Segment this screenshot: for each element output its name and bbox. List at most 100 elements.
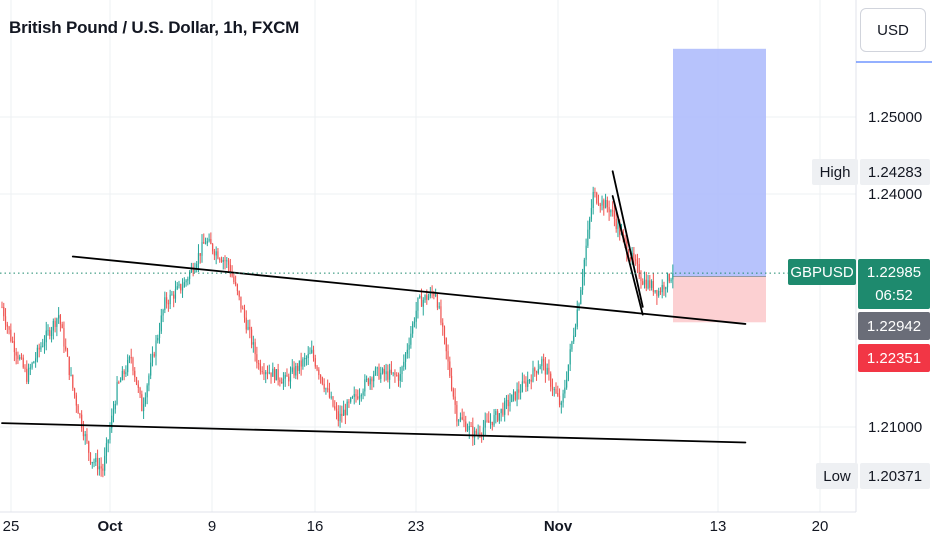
candle-body — [180, 284, 182, 291]
candle-body — [383, 368, 385, 375]
candle-body — [394, 372, 396, 375]
candle-body — [45, 330, 47, 343]
candle-body — [17, 355, 19, 359]
candle-body — [528, 379, 531, 381]
candle-body — [164, 297, 166, 310]
candle-body — [105, 443, 108, 456]
candle-body — [548, 367, 550, 374]
candle-body — [249, 326, 251, 330]
candle-body — [286, 374, 288, 377]
candle-body — [254, 342, 256, 355]
candle-body — [514, 391, 516, 400]
candle-body — [601, 200, 603, 206]
candle-body — [298, 360, 300, 371]
chart-title: British Pound / U.S. Dollar, 1h, FXCM — [9, 18, 300, 37]
candle-body — [642, 281, 644, 285]
candle-body — [272, 368, 274, 377]
candle-body — [403, 361, 405, 367]
candle-body — [355, 394, 357, 397]
candle-body — [482, 427, 485, 435]
candle-body — [615, 218, 617, 229]
candle-body — [550, 373, 552, 387]
candle-body — [217, 251, 219, 259]
candle-body — [160, 315, 162, 332]
candle-body — [197, 253, 200, 264]
candle-body — [304, 358, 306, 360]
candle-body — [201, 241, 203, 256]
candle-body — [13, 341, 15, 353]
currency-button[interactable]: USD — [860, 8, 926, 52]
candle-body — [281, 382, 283, 384]
candle-body — [590, 207, 593, 219]
candle-body — [20, 357, 23, 359]
candle-body — [31, 363, 33, 368]
candle-body — [661, 285, 663, 293]
candle-body — [330, 396, 332, 398]
candle-body — [408, 344, 410, 350]
candle-body — [121, 370, 123, 381]
candle-body — [466, 429, 469, 431]
last-price-badge: 1.22985 06:52 — [858, 259, 930, 309]
candle-body — [412, 323, 414, 334]
trend-line — [611, 195, 644, 316]
time-tick-label: 16 — [307, 518, 324, 535]
candle-body — [210, 239, 212, 245]
candle-body — [258, 363, 260, 365]
candle-body — [358, 395, 361, 399]
price-tick-label: 1.25000 — [868, 109, 922, 126]
time-tick-label: 13 — [710, 518, 727, 535]
candle-body — [102, 468, 104, 471]
candle-body — [656, 290, 658, 296]
candle-body — [187, 278, 189, 281]
candle-body — [268, 372, 270, 374]
candle-body — [546, 367, 548, 375]
candle-body — [463, 419, 465, 422]
candle-body — [176, 286, 178, 290]
stop-price-badge: 1.22351 — [858, 344, 930, 372]
candle-body — [589, 218, 591, 230]
candle-body — [47, 330, 49, 332]
candle-body — [183, 282, 185, 288]
candle-body — [532, 368, 534, 382]
candle-body — [289, 371, 292, 382]
candle-body — [640, 276, 642, 282]
candle-body — [312, 349, 315, 359]
candle-body — [527, 379, 529, 387]
candle-body — [668, 273, 670, 282]
candle-body — [367, 378, 369, 385]
time-tick-label: 25 — [3, 518, 20, 535]
candle-body — [77, 405, 79, 414]
candle-body — [608, 207, 610, 213]
candle-body — [189, 272, 191, 279]
candle-body — [112, 409, 115, 416]
candle-body — [206, 241, 208, 244]
candle-body — [104, 455, 106, 471]
candle-body — [534, 368, 536, 372]
candle-body — [36, 347, 38, 359]
candle-body — [564, 387, 566, 394]
candle-body — [273, 368, 276, 381]
candle-body — [219, 258, 221, 260]
candle-body — [1, 306, 3, 308]
candle-body — [91, 462, 93, 464]
position-zones-layer — [673, 48, 766, 323]
candle-body — [259, 363, 262, 372]
time-tick-label: 9 — [208, 518, 216, 535]
candle-body — [150, 362, 152, 376]
candle-body — [86, 434, 88, 442]
symbol-badge[interactable]: GBPUSD — [788, 259, 856, 285]
time-tick-label: Oct — [97, 518, 122, 535]
candle-body — [135, 377, 138, 385]
candle-body — [33, 361, 35, 364]
candle-body — [242, 308, 244, 310]
candle-body — [127, 359, 129, 373]
candle-body — [284, 374, 286, 379]
candle-body — [185, 280, 187, 283]
trend-lines-layer[interactable] — [1, 170, 747, 444]
candle-body — [222, 259, 224, 262]
candle-body — [335, 408, 338, 412]
candle-body — [344, 409, 346, 415]
candle-body — [571, 341, 573, 350]
